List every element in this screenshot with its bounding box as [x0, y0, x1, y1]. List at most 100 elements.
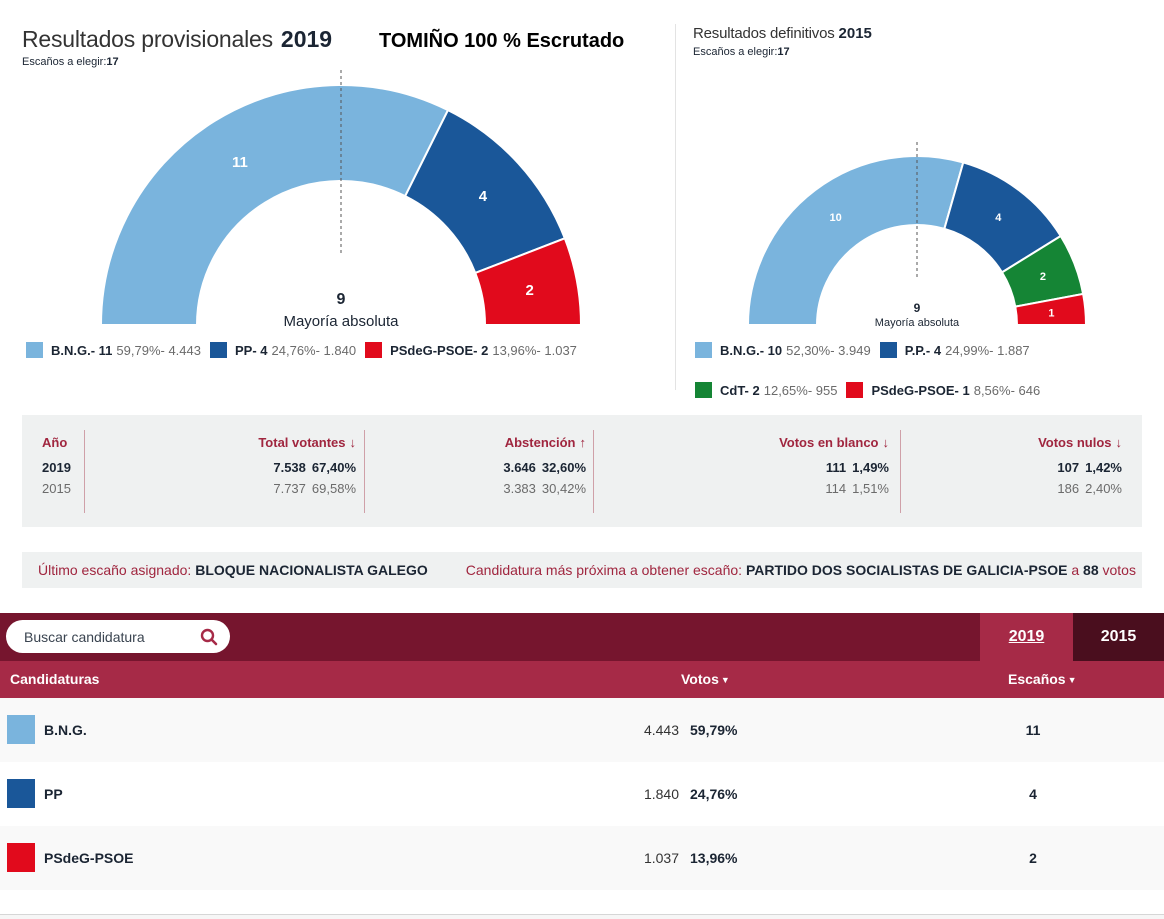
seat-count-label: 2 — [1040, 271, 1046, 283]
results-toolbar: 2019 2015 — [0, 613, 1164, 661]
legend-item: B.N.G.- 10 52,30%- 3.949 — [695, 342, 871, 358]
party-votes: 1.037 — [643, 850, 679, 866]
party-color-swatch — [7, 779, 35, 808]
stats-header-year: Año — [42, 435, 68, 450]
abstention-pct: 30,42% — [541, 481, 586, 496]
results-table-header: Candidaturas Votos ▼ Escaños ▼ — [0, 661, 1164, 698]
stats-abstention-current: 3.646 32,60% — [365, 456, 586, 480]
stats-header-null-label: Votos nulos — [1038, 435, 1112, 450]
seat-segment-b-n-g — [99, 84, 450, 326]
legend-stat: 13,96%- 1.037 — [492, 342, 577, 358]
search-box[interactable] — [6, 620, 230, 653]
legend-swatch — [695, 342, 712, 358]
party-name: PP — [44, 786, 63, 802]
stats-header-abstention: Abstención ↑ — [365, 430, 586, 456]
party-pct: 24,76% — [690, 786, 738, 802]
legend-item: PSdeG-PSOE- 1 8,56%- 646 — [846, 382, 1040, 398]
right-chart-year: 2015 — [838, 25, 872, 42]
legend-swatch — [846, 382, 864, 398]
left-seats-value: 17 — [106, 56, 119, 68]
seat-count-label: 4 — [995, 212, 1002, 224]
party-seats: 2 — [1029, 850, 1037, 866]
stats-blank-previous: 114 1,51% — [594, 480, 889, 500]
stats-abstention-previous: 3.383 30,42% — [365, 480, 586, 500]
legend-stat: 24,76%- 1.840 — [271, 342, 357, 358]
stats-year-previous: 2015 — [42, 481, 71, 496]
legend-party: B.N.G.- 11 — [51, 342, 113, 358]
next-seat-value: PARTIDO DOS SOCIALISTAS DE GALICIA-PSOE — [745, 562, 1068, 578]
legend-item: PSdeG-PSOE- 2 13,96%- 1.037 — [365, 342, 577, 358]
stats-col-blank: Votos en blanco ↓ 111 1,49% 114 1,51% — [593, 430, 889, 513]
parliament-chart-2015: 10 4 2 1 9 Mayoría absoluta — [746, 142, 1088, 329]
column-escanos[interactable]: Escaños ▼ — [1008, 661, 1077, 699]
right-seats-label: Escaños a elegir: — [693, 46, 778, 58]
seat-count-label: 2 — [526, 282, 534, 299]
table-bottom-border — [0, 914, 1164, 915]
column-votos[interactable]: Votos ▼ — [681, 661, 730, 699]
legend-party: PSdeG-PSOE- 2 — [390, 342, 489, 358]
search-icon[interactable] — [200, 628, 218, 646]
party-color-swatch — [7, 843, 35, 872]
sort-down-icon[interactable]: ▼ — [1067, 675, 1077, 685]
majority-label: Mayoría absoluta — [283, 313, 399, 330]
left-seats-label: Escaños a elegir: — [22, 56, 107, 68]
party-votes: 1.840 — [643, 786, 679, 802]
blank-votes-pct: 1,49% — [852, 460, 889, 475]
right-seats-to-elect: Escaños a elegir:17 — [693, 46, 790, 58]
stats-col-null: Votos nulos ↓ 107 1,42% 186 2,40% — [900, 430, 1122, 513]
table-row: PSdeG-PSOE 1.037 13,96% 2 — [0, 826, 1164, 890]
next-seat-label: Candidatura más próxima a obtener escaño… — [465, 562, 743, 578]
stats-col-total: Total votantes ↓ 7.538 67,40% 7.737 69,58% — [84, 430, 356, 513]
turnout-stats: Año 2019 2015 Total votantes ↓ 7.538 67,40… — [22, 415, 1142, 527]
total-voters-pct: 69,58% — [311, 481, 356, 496]
next-seat-a: a — [1071, 562, 1080, 578]
null-votes-value: 186 — [1057, 481, 1080, 496]
next-seat-votes: 88 — [1083, 562, 1099, 578]
seat-count-label: 10 — [830, 212, 842, 224]
table-row: B.N.G. 4.443 59,79% 11 — [0, 698, 1164, 762]
abstention-pct: 32,60% — [541, 460, 586, 475]
legend-swatch — [365, 342, 383, 358]
column-votos-label: Votos — [681, 671, 719, 687]
stats-total-previous: 7.737 69,58% — [85, 480, 356, 500]
legend-stat: 52,30%- 3.949 — [786, 342, 871, 358]
party-votes: 4.443 — [643, 722, 679, 738]
seat-segment-psdeg-psoe — [1014, 292, 1088, 326]
legend-stat: 24,99%- 1.887 — [945, 342, 1030, 358]
arrow-down-icon: ↓ — [1115, 435, 1123, 450]
scrutiny-status: TOMIÑO 100 % Escrutado — [379, 30, 625, 52]
arrow-down-icon: ↓ — [882, 435, 890, 450]
charts-divider — [675, 24, 676, 390]
party-seats: 4 — [1029, 786, 1037, 802]
last-seat-value: BLOQUE NACIONALISTA GALEGO — [195, 562, 428, 578]
search-input[interactable] — [24, 620, 194, 653]
stats-header-blank-label: Votos en blanco — [779, 435, 879, 450]
arrow-down-icon: ↓ — [349, 435, 357, 450]
column-candidaturas: Candidaturas — [10, 671, 100, 687]
tab-2019[interactable]: 2019 — [980, 613, 1073, 661]
parliament-chart-2019: 11 4 2 9 Mayoría absoluta — [99, 70, 583, 330]
legend-party: PP- 4 — [235, 342, 268, 358]
sort-down-icon[interactable]: ▼ — [720, 675, 730, 685]
legend-stat: 8,56%- 646 — [973, 382, 1041, 398]
left-seats-to-elect: Escaños a elegir:17 — [22, 56, 119, 68]
column-escanos-label: Escaños — [1008, 671, 1066, 687]
right-seats-value: 17 — [777, 46, 790, 58]
legend-swatch — [879, 342, 897, 358]
stats-header-abstention-label: Abstención — [504, 435, 576, 450]
legend-party: B.N.G.- 10 — [720, 342, 783, 358]
legend-swatch — [210, 342, 227, 358]
stats-year-current: 2019 — [42, 460, 71, 475]
seat-count-label: 1 — [1048, 307, 1054, 319]
blank-votes-value: 114 — [825, 481, 847, 496]
stats-col-abstention: Abstención ↑ 3.646 32,60% 3.383 30,42% — [364, 430, 586, 513]
legend-party: P.P.- 4 — [904, 342, 942, 358]
null-votes-pct: 2,40% — [1085, 481, 1122, 496]
next-seat-votes-label: votos — [1102, 562, 1136, 578]
tab-2015[interactable]: 2015 — [1073, 613, 1164, 661]
table-row: PP 1.840 24,76% 4 — [0, 762, 1164, 826]
stats-header-total: Total votantes ↓ — [85, 430, 356, 456]
abstention-value: 3.383 — [503, 481, 536, 496]
legend-party: CdT- 2 — [720, 382, 760, 398]
right-chart-header: Resultados definitivos 2015 — [693, 25, 872, 43]
